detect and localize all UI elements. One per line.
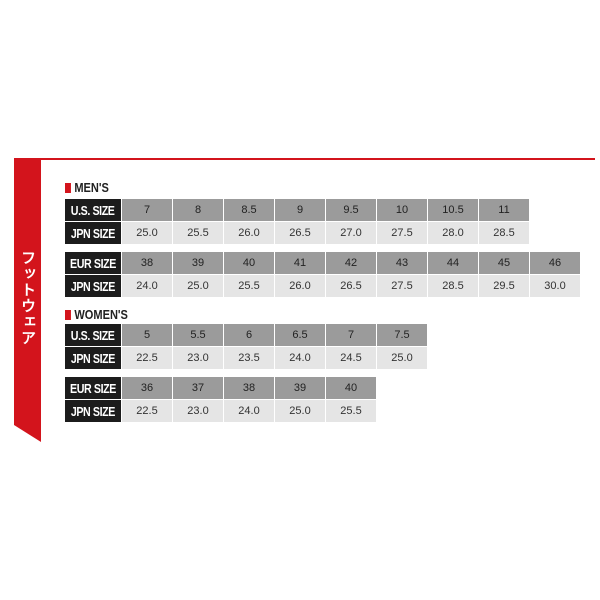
size-cell: 24.0 — [122, 275, 172, 297]
size-cell: 25.5 — [224, 275, 274, 297]
row-label: U.S. SIZE — [65, 324, 121, 346]
row-label-text: U.S. SIZE — [71, 327, 115, 343]
size-cell: 25.5 — [173, 222, 223, 244]
row-label: JPN SIZE — [65, 275, 121, 297]
size-row: U.S. SIZE 7 8 8.5 9 9.5 10 10.5 11 — [65, 199, 530, 221]
size-cell: 25.0 — [122, 222, 172, 244]
size-row: EUR SIZE 36 37 38 39 40 — [65, 377, 377, 399]
size-cell: 44 — [428, 252, 478, 274]
mens-title: MEN'S — [74, 180, 109, 195]
size-cell: 36 — [122, 377, 172, 399]
size-cell: 39 — [275, 377, 325, 399]
size-cell: 38 — [224, 377, 274, 399]
top-divider — [41, 158, 595, 160]
size-cell: 27.5 — [377, 222, 427, 244]
row-label-text: JPN SIZE — [70, 403, 116, 419]
size-cell: 22.5 — [122, 347, 172, 369]
size-cell: 8 — [173, 199, 223, 221]
size-cell: 29.5 — [479, 275, 529, 297]
size-cell: 26.0 — [275, 275, 325, 297]
size-row: U.S. SIZE 5 5.5 6 6.5 7 7.5 — [65, 324, 428, 346]
size-cell: 7 — [122, 199, 172, 221]
size-cell: 24.0 — [224, 400, 274, 422]
size-cell: 23.0 — [173, 347, 223, 369]
size-cell: 40 — [326, 377, 376, 399]
row-label: U.S. SIZE — [65, 199, 121, 221]
size-cell: 41 — [275, 252, 325, 274]
size-cell: 5 — [122, 324, 172, 346]
size-cell: 26.0 — [224, 222, 274, 244]
womens-title: WOMEN'S — [74, 307, 128, 322]
row-label-text: JPN SIZE — [70, 278, 116, 294]
size-cell: 28.5 — [428, 275, 478, 297]
size-row: JPN SIZE 22.5 23.0 23.5 24.0 24.5 25.0 — [65, 347, 428, 369]
size-cell: 25.5 — [326, 400, 376, 422]
size-cell: 42 — [326, 252, 376, 274]
size-cell: 26.5 — [275, 222, 325, 244]
size-row: JPN SIZE 25.0 25.5 26.0 26.5 27.0 27.5 28.0 28.5 — [65, 222, 530, 244]
size-cell: 25.0 — [377, 347, 427, 369]
size-cell: 24.0 — [275, 347, 325, 369]
size-cell: 40 — [224, 252, 274, 274]
size-cell: 22.5 — [122, 400, 172, 422]
row-label-text: EUR SIZE — [70, 255, 116, 271]
row-label: JPN SIZE — [65, 400, 121, 422]
size-cell: 24.5 — [326, 347, 376, 369]
row-label-text: JPN SIZE — [70, 225, 116, 241]
row-label-text: EUR SIZE — [70, 380, 116, 396]
row-label: JPN SIZE — [65, 347, 121, 369]
size-row: EUR SIZE 38 39 40 41 42 43 44 45 46 — [65, 252, 581, 274]
size-cell: 25.0 — [173, 275, 223, 297]
red-square-icon — [65, 182, 71, 193]
mens-us-table: U.S. SIZE 7 8 8.5 9 9.5 10 10.5 11 JPN SIZE 25.0 2… — [65, 199, 530, 245]
size-cell: 10.5 — [428, 199, 478, 221]
row-label: EUR SIZE — [65, 252, 121, 274]
womens-eur-table: EUR SIZE 36 37 38 39 40 JPN SIZE 22.5 23.0 24.0 2… — [65, 377, 377, 423]
size-cell: 9 — [275, 199, 325, 221]
size-cell: 8.5 — [224, 199, 274, 221]
size-cell: 26.5 — [326, 275, 376, 297]
size-cell: 28.0 — [428, 222, 478, 244]
size-cell: 5.5 — [173, 324, 223, 346]
size-cell: 7.5 — [377, 324, 427, 346]
size-cell: 9.5 — [326, 199, 376, 221]
size-cell: 6 — [224, 324, 274, 346]
size-cell: 7 — [326, 324, 376, 346]
size-cell: 45 — [479, 252, 529, 274]
size-cell: 25.0 — [275, 400, 325, 422]
womens-heading: WOMEN'S — [65, 307, 128, 322]
size-cell: 37 — [173, 377, 223, 399]
side-tab-label: フットウェア — [19, 250, 37, 346]
size-cell: 43 — [377, 252, 427, 274]
mens-heading: MEN'S — [65, 180, 109, 195]
size-cell: 6.5 — [275, 324, 325, 346]
womens-us-table: U.S. SIZE 5 5.5 6 6.5 7 7.5 JPN SIZE 22.5 23.0 23… — [65, 324, 428, 370]
size-row: JPN SIZE 22.5 23.0 24.0 25.0 25.5 — [65, 400, 377, 422]
size-cell: 10 — [377, 199, 427, 221]
size-cell: 23.0 — [173, 400, 223, 422]
size-cell: 27.0 — [326, 222, 376, 244]
red-square-icon — [65, 309, 71, 320]
row-label-text: U.S. SIZE — [71, 202, 115, 218]
row-label: EUR SIZE — [65, 377, 121, 399]
mens-eur-table: EUR SIZE 38 39 40 41 42 43 44 45 46 JPN SIZE 24.0 2… — [65, 252, 581, 298]
size-cell: 27.5 — [377, 275, 427, 297]
size-cell: 11 — [479, 199, 529, 221]
size-cell: 23.5 — [224, 347, 274, 369]
size-cell: 30.0 — [530, 275, 580, 297]
size-cell: 39 — [173, 252, 223, 274]
footwear-side-tab: フットウェア — [14, 158, 41, 442]
size-cell: 46 — [530, 252, 580, 274]
size-cell: 28.5 — [479, 222, 529, 244]
row-label-text: JPN SIZE — [70, 350, 116, 366]
size-cell: 38 — [122, 252, 172, 274]
size-row: JPN SIZE 24.0 25.0 25.5 26.0 26.5 27.5 28.5 29.5… — [65, 275, 581, 297]
row-label: JPN SIZE — [65, 222, 121, 244]
